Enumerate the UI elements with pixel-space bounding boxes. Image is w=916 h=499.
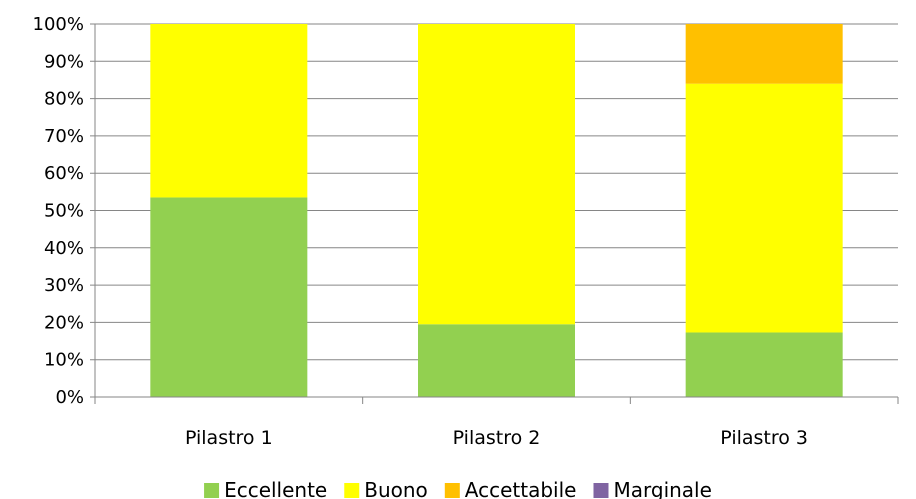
legend-label: Accettabile xyxy=(465,478,577,499)
bar-segment xyxy=(418,324,575,397)
legend-label: Eccellente xyxy=(224,478,327,499)
bar-segment xyxy=(418,24,575,325)
y-tick-label: 50% xyxy=(44,201,84,222)
y-tick-label: 0% xyxy=(55,387,84,408)
bar-segment xyxy=(685,83,843,333)
bar-segment xyxy=(685,332,843,397)
x-category-label: Pilastro 2 xyxy=(453,427,541,449)
y-axis-tick-labels: 0% 10% 20% 30% 40% 50% 60% 70% 80% 90% 100% xyxy=(33,14,84,408)
y-tick-label: 30% xyxy=(44,275,84,296)
y-tick-label: 20% xyxy=(44,312,84,333)
y-tick-label: 70% xyxy=(44,126,84,147)
bar-segment xyxy=(685,24,843,84)
bar-segment xyxy=(150,197,308,397)
x-category-label: Pilastro 3 xyxy=(720,427,808,449)
legend-label: Buono xyxy=(364,478,428,499)
legend-swatch xyxy=(344,483,360,498)
axes xyxy=(94,24,899,404)
x-axis-category-labels: Pilastro 1 Pilastro 2 Pilastro 3 xyxy=(185,427,808,449)
legend-swatch xyxy=(593,483,609,498)
legend-label: Marginale xyxy=(613,478,711,499)
legend-swatch xyxy=(204,483,220,498)
x-category-label: Pilastro 1 xyxy=(185,427,273,449)
legend: Eccellente Buono Accettabile Marginale xyxy=(204,478,712,499)
bars xyxy=(150,24,843,397)
legend-swatch xyxy=(444,483,460,498)
y-tick-label: 10% xyxy=(44,350,84,371)
y-tick-label: 80% xyxy=(44,89,84,110)
y-tick-label: 60% xyxy=(44,163,84,184)
y-tick-label: 40% xyxy=(44,238,84,259)
y-tick-label: 100% xyxy=(33,14,84,35)
bar-segment xyxy=(150,24,308,198)
y-tick-label: 90% xyxy=(44,51,84,72)
